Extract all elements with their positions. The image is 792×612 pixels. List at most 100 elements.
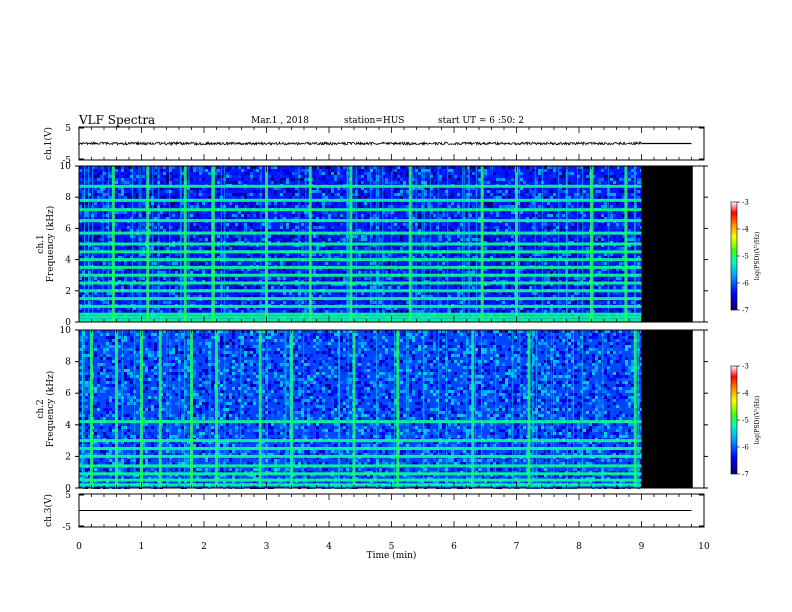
spectrogram-pixel xyxy=(379,301,382,304)
spectrogram-pixel xyxy=(124,202,127,205)
spectrogram-pixel xyxy=(430,211,433,214)
spectrogram-pixel xyxy=(154,172,157,175)
spectrogram-pixel xyxy=(109,262,112,265)
spectrogram-pixel xyxy=(82,226,85,229)
spectrogram-pixel xyxy=(418,271,421,274)
spectrogram-pixel xyxy=(82,196,85,199)
spectrogram-pixel xyxy=(469,187,472,190)
spectrogram-pixel xyxy=(430,178,433,181)
spectrogram-pixel xyxy=(100,205,103,208)
spectrogram-pixel xyxy=(388,217,391,220)
spectrogram-pixel xyxy=(142,217,145,220)
spectrogram-pixel xyxy=(280,175,283,178)
spectrogram-pixel xyxy=(352,205,355,208)
spectrogram-pixel xyxy=(217,169,220,172)
spectrogram-pixel xyxy=(418,295,421,298)
spectrogram-pixel xyxy=(340,277,343,280)
spectrogram-pixel xyxy=(523,307,526,310)
spectrogram-pixel xyxy=(376,262,379,265)
spectrogram-pixel xyxy=(448,268,451,271)
spectrogram-pixel xyxy=(259,310,262,313)
spectrogram-pixel xyxy=(538,193,541,196)
spectrogram-pixel xyxy=(484,238,487,241)
spectrogram-pixel xyxy=(154,286,157,289)
spectrogram-pixel xyxy=(334,175,337,178)
spectrogram-pixel xyxy=(451,301,454,304)
spectrogram-pixel xyxy=(160,247,163,250)
spectrogram-pixel xyxy=(124,292,127,295)
spectrogram-pixel xyxy=(226,211,229,214)
spectrogram-pixel xyxy=(439,214,442,217)
spectrogram-pixel xyxy=(82,193,85,196)
spectrogram-pixel xyxy=(94,235,97,238)
spectrogram-pixel xyxy=(97,178,100,181)
spectrogram-pixel xyxy=(154,181,157,184)
spectrogram-pixel xyxy=(532,193,535,196)
spectrogram-pixel xyxy=(469,175,472,178)
spectrogram-pixel xyxy=(460,238,463,241)
spectrogram-pixel xyxy=(487,202,490,205)
spectrogram-pixel xyxy=(445,196,448,199)
spectrogram-pixel xyxy=(559,190,562,193)
spectrogram-pixel xyxy=(550,211,553,214)
spectrogram-pixel xyxy=(286,238,289,241)
spectrogram-pixel xyxy=(529,307,532,310)
spectrogram-pixel xyxy=(322,178,325,181)
spectrogram-pixel xyxy=(538,175,541,178)
spectrogram-pixel xyxy=(340,196,343,199)
spectrogram-pixel xyxy=(262,211,265,214)
spectrogram-pixel xyxy=(520,178,523,181)
spectrogram-pixel xyxy=(391,295,394,298)
spectrogram-pixel xyxy=(169,247,172,250)
spectrogram-pixel xyxy=(235,187,238,190)
spectrogram-pixel xyxy=(508,181,511,184)
spectrogram-pixel xyxy=(397,169,400,172)
spectrogram-pixel xyxy=(577,292,580,295)
spectrogram-pixel xyxy=(166,253,169,256)
spectrogram-pixel xyxy=(442,226,445,229)
spectrogram-pixel xyxy=(331,169,334,172)
spectrogram-pixel xyxy=(436,172,439,175)
spectrogram-pixel xyxy=(340,169,343,172)
spectrogram-pixel xyxy=(214,268,217,271)
spectrogram-pixel xyxy=(241,307,244,310)
spectrogram-pixel xyxy=(331,205,334,208)
spectrogram-pixel xyxy=(469,214,472,217)
spectrogram-pixel xyxy=(322,211,325,214)
spectrogram-pixel xyxy=(502,292,505,295)
spectrogram-pixel xyxy=(109,175,112,178)
spectrogram-pixel xyxy=(175,235,178,238)
spectrogram-pixel xyxy=(478,169,481,172)
spectrogram-pixel xyxy=(487,307,490,310)
spectrogram-pixel xyxy=(193,193,196,196)
spectrogram-pixel xyxy=(229,271,232,274)
spectrogram-pixel xyxy=(319,268,322,271)
spectrogram-pixel xyxy=(295,286,298,289)
spectrogram-pixel xyxy=(100,253,103,256)
spectrogram-pixel xyxy=(511,235,514,238)
spectrogram-pixel xyxy=(169,190,172,193)
spectrogram-pixel xyxy=(316,166,319,169)
spectrogram-pixel xyxy=(244,217,247,220)
spectrogram-pixel xyxy=(412,211,415,214)
spectrogram-pixel xyxy=(478,286,481,289)
spectrogram-pixel xyxy=(343,166,346,169)
spectrogram-pixel xyxy=(343,256,346,259)
spectrogram-pixel xyxy=(88,226,91,229)
spectrogram-pixel xyxy=(457,268,460,271)
spectrogram-pixel xyxy=(382,178,385,181)
spectrogram-pixel xyxy=(301,223,304,226)
spectrogram-pixel xyxy=(430,253,433,256)
spectrogram-pixel xyxy=(127,196,130,199)
spectrogram-pixel xyxy=(322,310,325,313)
spectrogram-pixel xyxy=(217,256,220,259)
spectrogram-pixel xyxy=(229,229,232,232)
spectrogram-pixel xyxy=(436,307,439,310)
spectrogram-pixel xyxy=(328,226,331,229)
spectrogram-pixel xyxy=(358,217,361,220)
spectrogram-pixel xyxy=(469,277,472,280)
spectrogram-pixel xyxy=(412,217,415,220)
spectrogram-pixel xyxy=(478,217,481,220)
spectrogram-pixel xyxy=(484,247,487,250)
spectrogram-pixel xyxy=(445,256,448,259)
